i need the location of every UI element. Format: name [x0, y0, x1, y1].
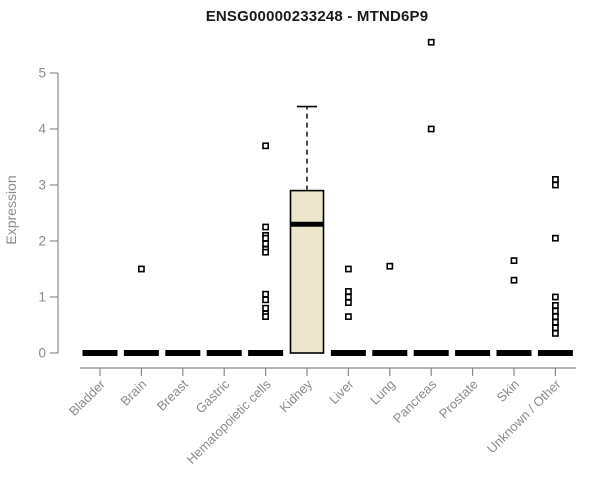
outlier-point-liver	[344, 299, 352, 306]
outlier-point-liver	[344, 265, 352, 273]
x-category-label-liver: Liver	[326, 376, 357, 407]
outlier-point-unknown-other	[551, 313, 559, 320]
outlier-point-liver	[344, 293, 352, 301]
outlier-point-liver	[344, 313, 352, 320]
y-tick-label: 3	[38, 178, 46, 193]
y-axis-label: Expression	[3, 175, 19, 244]
outlier-point-unknown-other	[551, 181, 559, 189]
x-category-label-bladder: Bladder	[66, 376, 109, 419]
outlier-point-unknown-other	[551, 307, 559, 315]
outlier-point-unknown-other	[551, 176, 559, 183]
y-tick-label: 2	[38, 234, 46, 249]
x-category-label-unknown-other: Unknown / Other	[484, 376, 564, 456]
outlier-point-hematopoietic-cells	[262, 296, 269, 304]
outlier-point-pancreas	[427, 38, 435, 46]
outlier-point-unknown-other	[551, 318, 559, 326]
box-kidney	[289, 189, 325, 354]
x-category-label-skin: Skin	[494, 377, 522, 405]
x-category-label-prostate: Prostate	[436, 377, 481, 422]
x-category-label-breast: Breast	[154, 376, 191, 413]
outlier-point-skin	[510, 257, 518, 264]
outlier-point-unknown-other	[551, 329, 559, 337]
chart-title: ENSG00000233248 - MTND6P9	[205, 8, 429, 25]
outlier-point-unknown-other	[551, 301, 559, 309]
outlier-point-unknown-other	[551, 324, 559, 332]
outlier-point-skin	[510, 276, 518, 284]
outlier-point-liver	[344, 287, 352, 295]
y-tick-label: 5	[38, 66, 46, 81]
outlier-point-unknown-other	[551, 234, 559, 242]
outlier-point-hematopoietic-cells	[262, 304, 269, 312]
y-tick-label: 4	[38, 122, 46, 137]
outlier-point-hematopoietic-cells	[262, 290, 269, 298]
outlier-point-pancreas	[427, 125, 435, 133]
outlier-point-hematopoietic-cells	[262, 313, 269, 320]
outlier-point-brain	[138, 265, 145, 273]
x-category-label-lung: Lung	[367, 377, 398, 408]
y-tick-label: 0	[38, 346, 46, 361]
outlier-point-hematopoietic-cells	[262, 248, 269, 256]
outlier-point-hematopoietic-cells	[262, 234, 269, 242]
x-category-label-gastric: Gastric	[193, 376, 233, 416]
outlier-point-hematopoietic-cells	[262, 142, 269, 150]
y-tick-label: 1	[38, 290, 46, 305]
x-category-label-pancreas: Pancreas	[390, 376, 440, 426]
outlier-point-hematopoietic-cells	[262, 223, 269, 231]
outlier-point-lung	[386, 262, 394, 270]
outlier-point-hematopoietic-cells	[262, 240, 269, 248]
x-category-label-brain: Brain	[117, 377, 149, 409]
x-category-label-kidney: Kidney	[276, 376, 315, 415]
outlier-point-unknown-other	[551, 293, 559, 301]
